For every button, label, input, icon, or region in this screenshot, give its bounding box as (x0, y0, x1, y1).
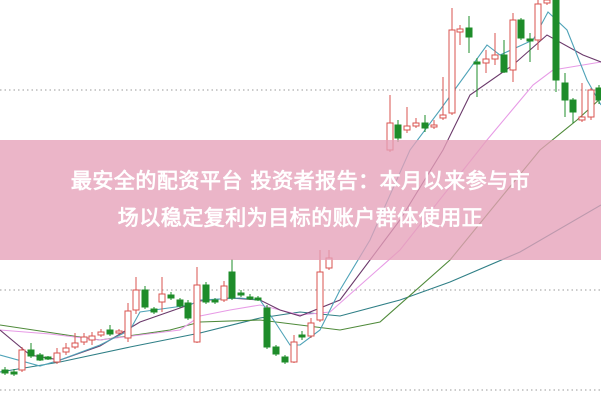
candle-down (36, 354, 44, 361)
candle-down (465, 27, 473, 38)
candle-down (141, 289, 149, 308)
candle-up (587, 89, 595, 118)
candle-down (237, 292, 245, 296)
candle-up (193, 284, 201, 343)
candle-up (448, 29, 456, 114)
title-line-1: 最安全的配资平台 投资者报告：本月以来参与市 (70, 169, 531, 193)
candle-down (473, 61, 481, 65)
candle-down (228, 271, 236, 299)
candle-down (272, 346, 280, 355)
candle-down (254, 297, 262, 301)
candle-down (106, 329, 114, 335)
candle-down (167, 294, 175, 299)
ma10-line (0, 34, 601, 361)
candle-down (517, 19, 525, 39)
candle-up (491, 54, 499, 60)
candle-down (298, 334, 306, 338)
candle-up (543, 0, 551, 4)
candle-down (202, 284, 210, 303)
candle-up (456, 28, 464, 33)
candle-up (62, 347, 70, 353)
candle-up (578, 116, 586, 121)
candle-up (403, 125, 411, 131)
candle-up (307, 322, 315, 337)
candle-down (500, 54, 508, 73)
candle-down (263, 307, 271, 348)
candle-up (509, 19, 517, 71)
candle-up (482, 58, 490, 64)
candle-up (53, 352, 61, 363)
candle-down (561, 82, 569, 101)
candle-down (281, 356, 289, 363)
title-banner: 最安全的配资平台 投资者报告：本月以来参与市 场以稳定复利为目标的账户群体使用正 (0, 140, 601, 260)
candle-up (124, 310, 132, 339)
candle-down (394, 124, 402, 139)
candle-up (18, 349, 26, 371)
candle-down (569, 99, 577, 113)
candle-up (132, 289, 140, 311)
candle-up (316, 271, 324, 321)
candle-up (220, 285, 228, 301)
candle-up (97, 331, 105, 336)
candle-up (430, 124, 438, 128)
candle-down (1, 369, 9, 374)
candle-down (44, 356, 52, 360)
candle-up (80, 336, 88, 343)
candle-up (290, 341, 298, 363)
candle-up (534, 3, 542, 41)
title-line-2: 场以稳定复利为目标的账户群体使用正 (117, 206, 484, 230)
candle-down (526, 38, 534, 42)
candle-down (211, 299, 219, 303)
candle-up (439, 114, 447, 119)
ma60-line (0, 204, 601, 373)
candle-down (595, 87, 601, 101)
candle-down (421, 122, 429, 129)
candle-down (246, 296, 254, 300)
candle-up (115, 330, 123, 334)
candle-up (158, 293, 166, 303)
candle-down (10, 371, 18, 375)
candle-down (27, 349, 35, 357)
candle-up (88, 335, 96, 341)
candle-up (412, 122, 420, 127)
candle-up (71, 342, 79, 348)
candle-down (184, 302, 192, 319)
candle-down (552, 0, 560, 81)
candle-down (176, 299, 184, 307)
candle-down (150, 308, 158, 313)
